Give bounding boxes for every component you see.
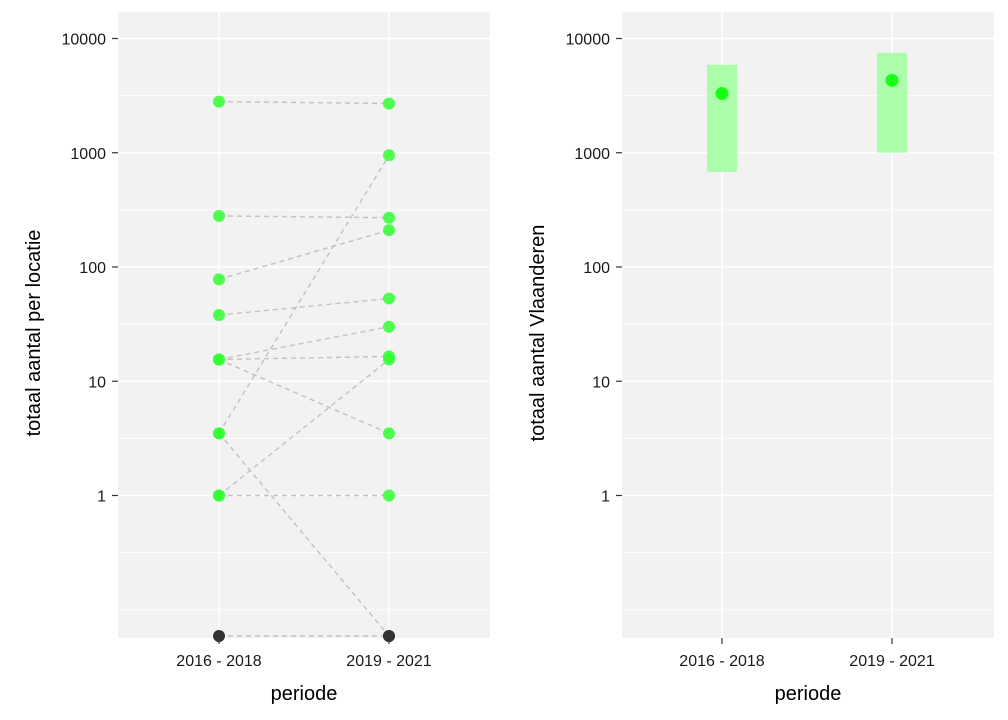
- data-point: [383, 292, 395, 305]
- connector-line: [218, 358, 390, 497]
- panel-1: 1 10 100 1000 10000 2016 - 2018 2019 - 2021 per…: [23, 12, 490, 705]
- x-tick-label: 2019 - 2021: [346, 653, 432, 670]
- x-tick-label: 2016 - 2018: [176, 653, 262, 670]
- y-tick-label: 10000: [62, 32, 107, 49]
- x-axis-title: periode: [775, 683, 842, 705]
- y-axis-title: totaal aantal per locatie: [23, 230, 45, 437]
- connector-line: [218, 355, 390, 361]
- zero-point: [213, 630, 225, 642]
- data-point: [213, 209, 225, 222]
- data-point: [213, 95, 225, 108]
- panel-background: [118, 12, 490, 638]
- data-point: [383, 489, 395, 502]
- connector-line: [218, 358, 390, 434]
- y-tick-label: 10: [88, 374, 106, 391]
- y-tick-label: 10000: [566, 32, 611, 49]
- x-axis-title: periode: [271, 683, 338, 705]
- data-point: [213, 353, 225, 366]
- y-tick-label: 1000: [70, 146, 106, 163]
- data-point: [213, 309, 225, 322]
- connector-line: [218, 100, 390, 105]
- x-tick-label: 2016 - 2018: [679, 653, 765, 670]
- data-point: [213, 489, 225, 502]
- data-point: [383, 211, 395, 224]
- zero-point: [383, 630, 395, 642]
- data-point: [383, 224, 395, 237]
- y-axis-title: totaal aantal Vlaanderen: [527, 225, 549, 442]
- connector-line: [218, 215, 390, 219]
- connector-line: [218, 229, 390, 281]
- y-tick-label: 1: [97, 489, 106, 506]
- data-point: [383, 427, 395, 440]
- y-tick-label: 1000: [574, 146, 610, 163]
- y-tick-label: 10: [592, 374, 610, 391]
- estimate-point: [885, 73, 899, 87]
- estimate-point: [715, 87, 729, 101]
- data-point: [383, 353, 395, 366]
- panel-2: 1 10 100 1000 10000 2016 - 2018 2019 - 2021 per…: [527, 12, 994, 705]
- interval-band: [707, 64, 737, 172]
- data-point: [383, 149, 395, 162]
- connector-line: [218, 326, 390, 361]
- connector-line: [218, 154, 390, 434]
- interval-band: [877, 52, 907, 153]
- y-tick-label: 100: [583, 260, 610, 277]
- panel-background: [622, 12, 994, 638]
- data-point: [213, 273, 225, 286]
- connector-line: [218, 297, 390, 316]
- connector-line: [218, 432, 390, 637]
- y-tick-label: 100: [79, 260, 106, 277]
- data-point: [213, 427, 225, 440]
- data-point: [383, 97, 395, 110]
- data-point: [383, 320, 395, 333]
- x-tick-label: 2019 - 2021: [849, 653, 935, 670]
- y-tick-label: 1: [601, 489, 610, 506]
